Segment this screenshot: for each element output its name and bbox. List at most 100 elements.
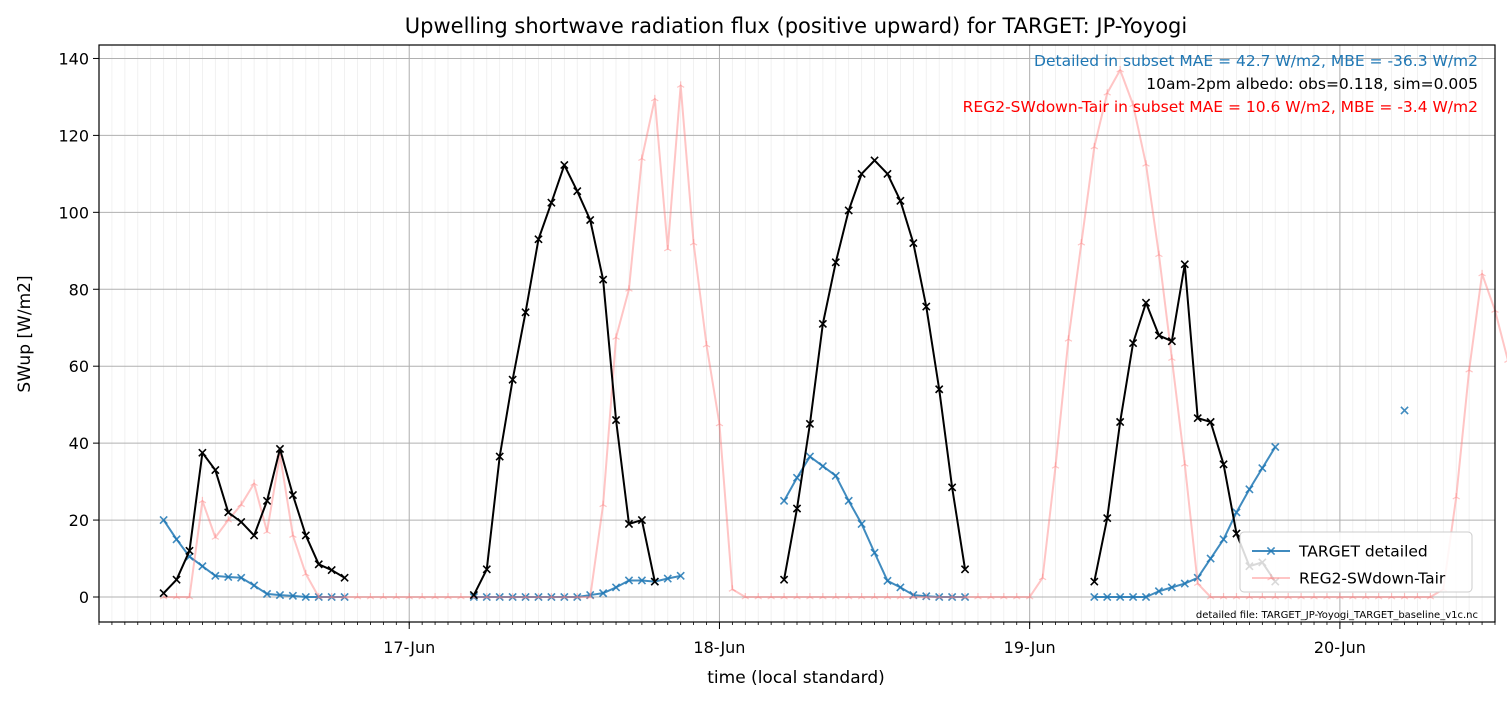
series-point-reg2-swdown-tair <box>237 500 245 508</box>
series-point-target-detailed <box>560 592 569 602</box>
series-point-reg2-swdown-tair <box>1077 239 1086 246</box>
series-point-black <box>779 575 789 584</box>
series-point-black <box>586 215 595 225</box>
series-point-black <box>637 515 647 525</box>
series-point-black <box>844 206 853 215</box>
series-point-reg2-swdown-tair <box>263 527 271 535</box>
series-point-reg2-swdown-tair <box>1465 366 1473 373</box>
y-axis-label: SWup [W/m2] <box>15 275 35 392</box>
series-point-black <box>1167 337 1177 346</box>
series-point-black <box>857 169 866 179</box>
series-point-reg2-swdown-tair <box>935 592 943 600</box>
series-point-black <box>327 565 336 575</box>
series-point-target-detailed <box>495 592 504 602</box>
series-point-target-detailed <box>857 519 866 529</box>
series-point-reg2-swdown-tair <box>1323 592 1331 600</box>
series-point-reg2-swdown-tair <box>1168 354 1176 362</box>
series-point-reg2-swdown-tair <box>612 333 620 340</box>
series-point-target-detailed <box>1193 573 1202 582</box>
series-point-target-detailed <box>508 592 517 602</box>
series-point-target-detailed <box>883 576 892 586</box>
series-point-reg2-swdown-tair <box>702 341 711 348</box>
y-tick-label: 40 <box>69 434 89 453</box>
series-line-reg2-swdown-tair <box>163 69 1507 598</box>
series-point-target-detailed <box>159 515 168 525</box>
series-point-target-detailed <box>586 590 595 600</box>
annotation-mae-reg: REG2-SWdown-Tair in subset MAE = 10.6 W/… <box>963 98 1478 116</box>
series-point-black <box>611 415 621 425</box>
legend-label: TARGET detailed <box>1298 543 1428 561</box>
series-point-target-detailed <box>1103 592 1112 602</box>
series-point-reg2-swdown-tair <box>987 592 995 600</box>
series-point-reg2-swdown-tair <box>172 592 181 600</box>
series-point-reg2-swdown-tair <box>418 592 426 600</box>
y-tick-label: 100 <box>58 203 89 222</box>
series-point-black <box>922 302 931 311</box>
series-point-reg2-swdown-tair <box>1116 66 1124 73</box>
series-point-reg2-swdown-tair <box>327 592 336 600</box>
series-point-black <box>249 531 259 540</box>
series-point-reg2-swdown-tair <box>663 244 672 252</box>
series-point-reg2-swdown-tair <box>1206 592 1215 600</box>
series-point-reg2-swdown-tair <box>1155 250 1163 258</box>
series-point-black <box>198 448 207 457</box>
series-point-reg2-swdown-tair <box>689 239 698 246</box>
series-point-black <box>1180 260 1189 269</box>
y-tick-label: 80 <box>69 280 89 299</box>
series-point-reg2-swdown-tair <box>302 569 310 577</box>
series-point-black <box>340 573 349 582</box>
annotation-file: detailed file: TARGET_JP-Yoyogi_TARGET_b… <box>1196 610 1478 621</box>
series-point-target-detailed <box>909 590 918 600</box>
annotation-albedo: 10am-2pm albedo: obs=0.118, sim=0.005 <box>1146 75 1478 93</box>
series-point-reg2-swdown-tair <box>560 592 569 600</box>
series-point-reg2-swdown-tair <box>379 592 388 600</box>
series-point-target-detailed <box>624 576 634 585</box>
series-group <box>159 66 1507 600</box>
series-point-black <box>870 156 879 165</box>
series-point-target-detailed <box>314 592 323 602</box>
series-point-target-detailed <box>960 592 970 602</box>
series-point-reg2-swdown-tair <box>1387 592 1396 600</box>
series-point-reg2-swdown-tair <box>948 592 956 600</box>
series-point-target-detailed <box>935 592 944 602</box>
x-tick-label: 17-Jun <box>383 638 435 657</box>
series-point-reg2-swdown-tair <box>625 285 633 292</box>
x-tick-label: 18-Jun <box>693 638 745 657</box>
series-point-reg2-swdown-tair <box>250 479 258 487</box>
series-point-reg2-swdown-tair <box>1336 592 1344 600</box>
series-point-black <box>159 588 168 598</box>
series-point-reg2-swdown-tair <box>1310 592 1318 600</box>
chart-title: Upwelling shortwave radiation flux (posi… <box>405 14 1187 38</box>
series-point-reg2-swdown-tair <box>1232 592 1241 600</box>
series-point-black <box>831 258 840 267</box>
series-point-reg2-swdown-tair <box>405 592 414 600</box>
series-point-target-detailed <box>1245 485 1254 494</box>
series-point-target-detailed <box>469 592 479 602</box>
series-point-reg2-swdown-tair <box>896 592 905 600</box>
series-point-target-detailed <box>779 496 789 505</box>
series-point-target-detailed <box>573 592 582 602</box>
series-point-reg2-swdown-tair <box>534 592 543 600</box>
series-point-target-detailed <box>1154 587 1164 596</box>
series-point-target-detailed <box>534 592 543 602</box>
series-point-black <box>909 238 918 248</box>
series-point-black <box>534 235 543 244</box>
series-point-reg2-swdown-tair <box>767 592 775 600</box>
series-point-reg2-swdown-tair <box>1400 592 1409 600</box>
series-point-reg2-swdown-tair <box>1426 592 1435 600</box>
series-point-black <box>624 519 634 529</box>
series-point-reg2-swdown-tair <box>1219 592 1228 600</box>
series-point-reg2-swdown-tair <box>1504 360 1507 363</box>
series-point-black <box>935 385 944 394</box>
series-point-reg2-swdown-tair <box>741 592 750 600</box>
series-point-reg2-swdown-tair <box>754 592 763 600</box>
series-point-target-detailed <box>870 548 879 557</box>
series-point-target-detailed <box>262 589 272 599</box>
series-point-reg2-swdown-tair <box>340 592 349 600</box>
series-point-target-detailed <box>1206 554 1215 563</box>
series-point-target-detailed <box>1141 592 1151 602</box>
series-point-reg2-swdown-tair <box>651 94 659 102</box>
series-point-black <box>547 198 556 207</box>
series-point-black <box>275 444 285 454</box>
